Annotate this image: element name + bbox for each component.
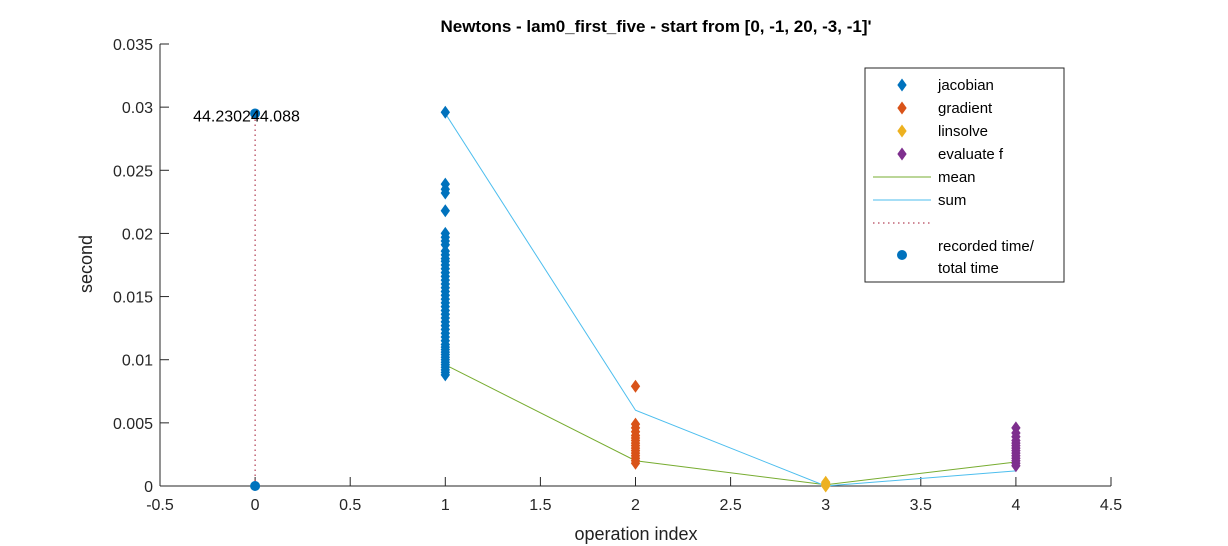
y-tick-label: 0.025 — [113, 163, 153, 180]
legend: jacobian gradient linsolve evaluate f mean su… — [864, 67, 1065, 283]
y-axis-label: second — [76, 235, 96, 293]
y-tick-label: 0 — [144, 479, 153, 496]
mean-line — [445, 364, 1016, 486]
x-tick-label: 4 — [1011, 497, 1020, 514]
legend-label-linsolve: linsolve — [938, 123, 988, 140]
legend-marker-linsolve — [897, 124, 907, 138]
x-tick-label: 0.5 — [339, 497, 361, 514]
x-tick-label: 3 — [821, 497, 830, 514]
legend-marker-evaluate-f — [897, 147, 907, 161]
legend-label-gradient: gradient — [938, 100, 993, 117]
jacobian-point — [440, 105, 450, 119]
x-tick-label: 4.5 — [1100, 497, 1122, 514]
x-tick-label: 1 — [441, 497, 450, 514]
x-tick-label: 2.5 — [719, 497, 741, 514]
x-tick-label: 0 — [251, 497, 260, 514]
y-tick-label: 0.005 — [113, 416, 153, 433]
jacobian-point — [440, 368, 450, 382]
plot-area: -0.5 0 0.5 1 1.5 2 2.5 3 3.5 4 4.500.0050.010.0150… — [113, 37, 1122, 514]
legend-label-evaluate-f: evaluate f — [938, 146, 1004, 163]
legend-marker-jacobian — [897, 78, 907, 92]
legend-label-recorded-time--line2: total time — [938, 260, 999, 277]
legend-marker-gradient — [897, 101, 907, 115]
y-tick-label: 0.015 — [113, 290, 153, 307]
linsolve-point — [821, 479, 831, 493]
legend-label-mean: mean — [938, 169, 976, 186]
legend-marker-recorded-time- — [897, 250, 907, 260]
ratio-annotation: 44.230244.088 — [193, 108, 300, 125]
y-tick-label: 0.035 — [113, 37, 153, 54]
gradient-point — [630, 379, 641, 393]
gradient-point — [630, 456, 641, 470]
jacobian-point — [440, 204, 450, 218]
x-tick-label: -0.5 — [146, 497, 174, 514]
recorded-time-point — [250, 481, 261, 491]
sum-line — [444, 113, 1016, 487]
recorded-time-point — [250, 108, 261, 119]
evaluate-f-point — [1011, 459, 1021, 473]
legend-label-jacobian: jacobian — [937, 77, 994, 94]
legend-label-sum: sum — [938, 192, 966, 209]
jacobian-point — [440, 186, 450, 200]
chart-title: Newtons - lam0_first_five - start from [… — [440, 17, 871, 36]
x-tick-label: 2 — [631, 497, 640, 514]
legend-box — [864, 67, 1065, 283]
x-tick-label: 1.5 — [529, 497, 551, 514]
y-tick-label: 0.03 — [122, 100, 153, 117]
y-tick-label: 0.02 — [122, 226, 153, 243]
x-axis-label: operation index — [574, 524, 697, 544]
x-tick-label: 3.5 — [910, 497, 932, 514]
legend-label-recorded-time-: recorded time/ — [938, 238, 1035, 255]
y-tick-label: 0.01 — [122, 353, 153, 370]
